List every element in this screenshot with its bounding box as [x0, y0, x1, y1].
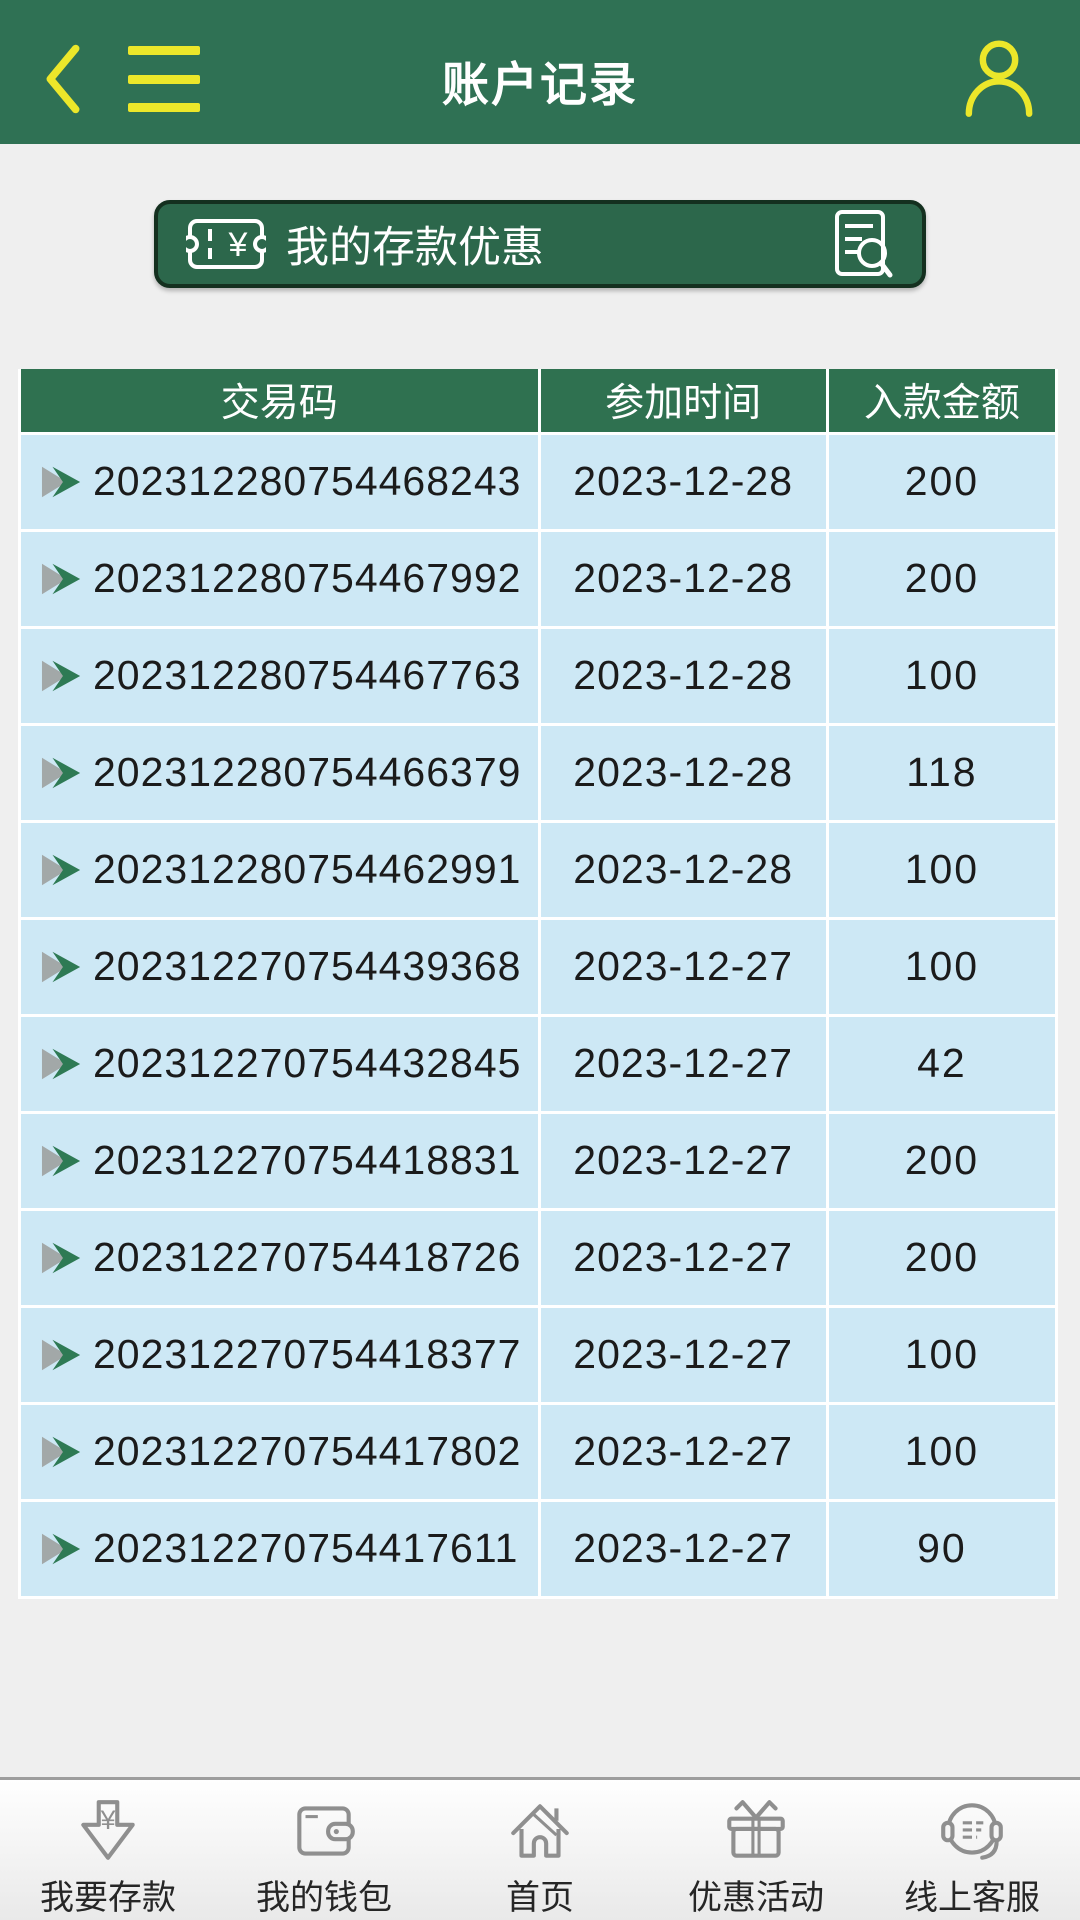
deposit-amount: 118	[825, 722, 1059, 823]
join-date: 2023-12-27	[537, 1304, 829, 1405]
table-row[interactable]: 202312270754417802 2023-12-27 100	[18, 1401, 1059, 1502]
deposit-amount: 200	[825, 1207, 1059, 1308]
record-arrow-icon	[41, 1242, 81, 1273]
nav-label: 线上客服	[904, 1879, 1040, 1917]
join-date: 2023-12-27	[537, 1401, 829, 1502]
join-date: 2023-12-27	[537, 916, 829, 1017]
customer-service-icon	[941, 1803, 1003, 1860]
back-icon[interactable]	[40, 41, 86, 117]
hamburger-menu-icon[interactable]	[128, 46, 200, 112]
nav-item-customer-service[interactable]: 线上客服	[864, 1780, 1080, 1920]
record-arrow-icon	[41, 854, 81, 885]
svg-text:¥: ¥	[228, 226, 248, 264]
deposit-amount: 100	[825, 916, 1059, 1017]
nav-item-deposit[interactable]: ¥ 我要存款	[0, 1780, 216, 1920]
record-arrow-icon	[41, 563, 81, 594]
table-row[interactable]: 202312270754417611 2023-12-27 90	[18, 1498, 1059, 1599]
column-header-deposit-amount: 入款金额	[825, 369, 1059, 435]
column-header-transaction-code: 交易码	[18, 369, 541, 435]
bottom-navigation: ¥ 我要存款 我的钱包 首页 优惠活动	[0, 1777, 1080, 1920]
deposit-amount: 90	[825, 1498, 1059, 1599]
svg-text:¥: ¥	[100, 1805, 116, 1835]
wallet-icon	[297, 1806, 355, 1856]
table-row[interactable]: 202312280754468243 2023-12-28 200	[18, 431, 1059, 532]
banner-label: 我的存款优惠	[286, 224, 544, 272]
nav-label: 优惠活动	[688, 1879, 824, 1917]
join-date: 2023-12-27	[537, 1013, 829, 1114]
record-search-icon	[835, 210, 893, 278]
transaction-code: 202312270754439368	[93, 943, 522, 989]
table-row[interactable]: 202312280754462991 2023-12-28 100	[18, 819, 1059, 920]
join-date: 2023-12-27	[537, 1498, 829, 1599]
table-row[interactable]: 202312270754418377 2023-12-27 100	[18, 1304, 1059, 1405]
record-arrow-icon	[41, 951, 81, 982]
home-icon	[511, 1804, 569, 1858]
join-date: 2023-12-28	[537, 722, 829, 823]
app-header: 账户记录	[0, 0, 1080, 144]
nav-label: 我的钱包	[256, 1879, 392, 1917]
transaction-code: 202312280754466379	[93, 749, 522, 795]
transaction-code: 202312270754417802	[93, 1428, 522, 1474]
nav-label: 首页	[506, 1879, 574, 1917]
join-date: 2023-12-28	[537, 528, 829, 629]
menu-bar	[128, 46, 200, 55]
join-date: 2023-12-27	[537, 1110, 829, 1211]
deposit-amount: 100	[825, 1304, 1059, 1405]
nav-item-home[interactable]: 首页	[432, 1780, 648, 1920]
transaction-code: 202312270754432845	[93, 1040, 522, 1086]
transaction-code: 202312270754418726	[93, 1234, 522, 1280]
table-row[interactable]: 202312280754467763 2023-12-28 100	[18, 625, 1059, 726]
transaction-code: 202312270754418377	[93, 1331, 522, 1377]
table-row[interactable]: 202312270754439368 2023-12-27 100	[18, 916, 1059, 1017]
nav-item-wallet[interactable]: 我的钱包	[216, 1780, 432, 1920]
deposit-amount: 200	[825, 528, 1059, 629]
table-row[interactable]: 202312270754418726 2023-12-27 200	[18, 1207, 1059, 1308]
join-date: 2023-12-27	[537, 1207, 829, 1308]
record-arrow-icon	[41, 757, 81, 788]
menu-bar	[128, 103, 200, 112]
join-date: 2023-12-28	[537, 431, 829, 532]
transaction-code: 202312280754467992	[93, 555, 522, 601]
table-header-row: 交易码 参加时间 入款金额	[18, 369, 1059, 435]
record-arrow-icon	[41, 1533, 81, 1564]
transaction-code: 202312280754468243	[93, 458, 522, 504]
join-date: 2023-12-28	[537, 819, 829, 920]
record-arrow-icon	[41, 1048, 81, 1079]
deposit-amount: 200	[825, 431, 1059, 532]
join-date: 2023-12-28	[537, 625, 829, 726]
transaction-code: 202312280754462991	[93, 846, 522, 892]
record-arrow-icon	[41, 1339, 81, 1370]
column-header-join-time: 参加时间	[537, 369, 829, 435]
record-arrow-icon	[41, 660, 81, 691]
coupon-icon: ¥	[186, 219, 266, 269]
nav-label: 我要存款	[40, 1879, 176, 1917]
deposit-amount: 100	[825, 625, 1059, 726]
deposit-amount: 100	[825, 1401, 1059, 1502]
deposit-amount: 100	[825, 819, 1059, 920]
records-table: 交易码 参加时间 入款金额 202312280754468243 2023-12…	[18, 369, 1059, 1599]
deposit-icon: ¥	[81, 1800, 135, 1860]
my-deposit-promo-button[interactable]: ¥ 我的存款优惠	[154, 200, 926, 288]
deposit-amount: 200	[825, 1110, 1059, 1211]
record-arrow-icon	[41, 1145, 81, 1176]
transaction-code: 202312270754417611	[93, 1525, 519, 1571]
profile-icon[interactable]	[960, 34, 1038, 118]
records-table-body: 202312280754468243 2023-12-28 200 202312…	[18, 431, 1059, 1599]
table-row[interactable]: 202312280754467992 2023-12-28 200	[18, 528, 1059, 629]
record-arrow-icon	[41, 1436, 81, 1467]
transaction-code: 202312270754418831	[93, 1137, 522, 1183]
transaction-code: 202312280754467763	[93, 652, 522, 698]
table-row[interactable]: 202312280754466379 2023-12-28 118	[18, 722, 1059, 823]
deposit-amount: 42	[825, 1013, 1059, 1114]
menu-bar	[128, 74, 200, 84]
gift-icon	[727, 1800, 785, 1858]
table-row[interactable]: 202312270754418831 2023-12-27 200	[18, 1110, 1059, 1211]
record-arrow-icon	[41, 466, 81, 497]
table-row[interactable]: 202312270754432845 2023-12-27 42	[18, 1013, 1059, 1114]
nav-item-promotions[interactable]: 优惠活动	[648, 1780, 864, 1920]
